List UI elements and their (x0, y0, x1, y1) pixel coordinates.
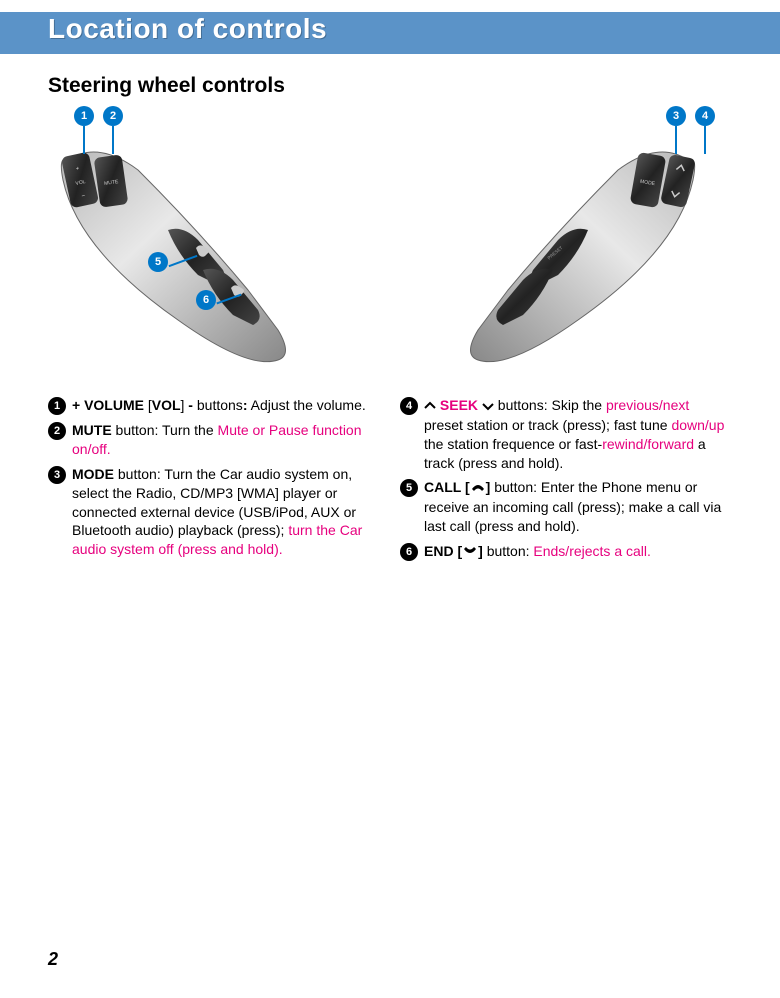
item-text: + VOLUME [[VOL]VOL] - buttons: Adjust th… (72, 396, 380, 415)
chevron-down-icon (482, 397, 494, 416)
callout-line (112, 126, 114, 154)
phone-hangup-icon (462, 543, 478, 562)
right-column: 4 SEEK buttons: Skip the previous/next p… (400, 396, 732, 568)
content-area: Steering wheel controls 1 2 3 4 5 6 (0, 54, 780, 568)
callout-3: 3 (666, 106, 686, 126)
callout-6: 6 (196, 290, 216, 310)
right-control-pod: MODE PRESET (428, 130, 708, 370)
item-badge: 2 (48, 422, 66, 440)
left-column: 1 + VOLUME [[VOL]VOL] - buttons: Adjust … (48, 396, 380, 568)
item-text: END [] button: Ends/rejects a call. (424, 542, 732, 562)
item-text: MODE button: Turn the Car audio system o… (72, 465, 380, 559)
phone-pickup-icon (470, 479, 486, 498)
item-text: SEEK buttons: Skip the previous/next pre… (424, 396, 732, 472)
item-badge: 3 (48, 466, 66, 484)
steering-controls-diagram: 1 2 3 4 5 6 (48, 110, 708, 390)
callout-line (675, 126, 677, 154)
callout-1: 1 (74, 106, 94, 126)
item-4: 4 SEEK buttons: Skip the previous/next p… (400, 396, 732, 472)
item-text: MUTE button: Turn the Mute or Pause func… (72, 421, 380, 459)
item-badge: 5 (400, 479, 418, 497)
callout-4: 4 (695, 106, 715, 126)
item-badge: 6 (400, 543, 418, 561)
page-title: Location of controls (0, 12, 780, 46)
page-number: 2 (48, 949, 58, 970)
item-badge: 4 (400, 397, 418, 415)
item-3: 3 MODE button: Turn the Car audio system… (48, 465, 380, 559)
callout-line (704, 126, 706, 154)
header-bar: Location of controls (0, 12, 780, 54)
item-text: CALL [] button: Enter the Phone menu or … (424, 478, 732, 536)
section-subtitle: Steering wheel controls (48, 74, 732, 98)
callout-line (83, 126, 85, 154)
item-5: 5 CALL [] button: Enter the Phone menu o… (400, 478, 732, 536)
description-columns: 1 + VOLUME [[VOL]VOL] - buttons: Adjust … (48, 396, 732, 568)
left-control-pod: + VOL − MUTE (48, 130, 328, 370)
callout-5: 5 (148, 252, 168, 272)
item-6: 6 END [] button: Ends/rejects a call. (400, 542, 732, 562)
chevron-up-icon (424, 397, 436, 416)
callout-2: 2 (103, 106, 123, 126)
item-2: 2 MUTE button: Turn the Mute or Pause fu… (48, 421, 380, 459)
item-badge: 1 (48, 397, 66, 415)
item-1: 1 + VOLUME [[VOL]VOL] - buttons: Adjust … (48, 396, 380, 415)
